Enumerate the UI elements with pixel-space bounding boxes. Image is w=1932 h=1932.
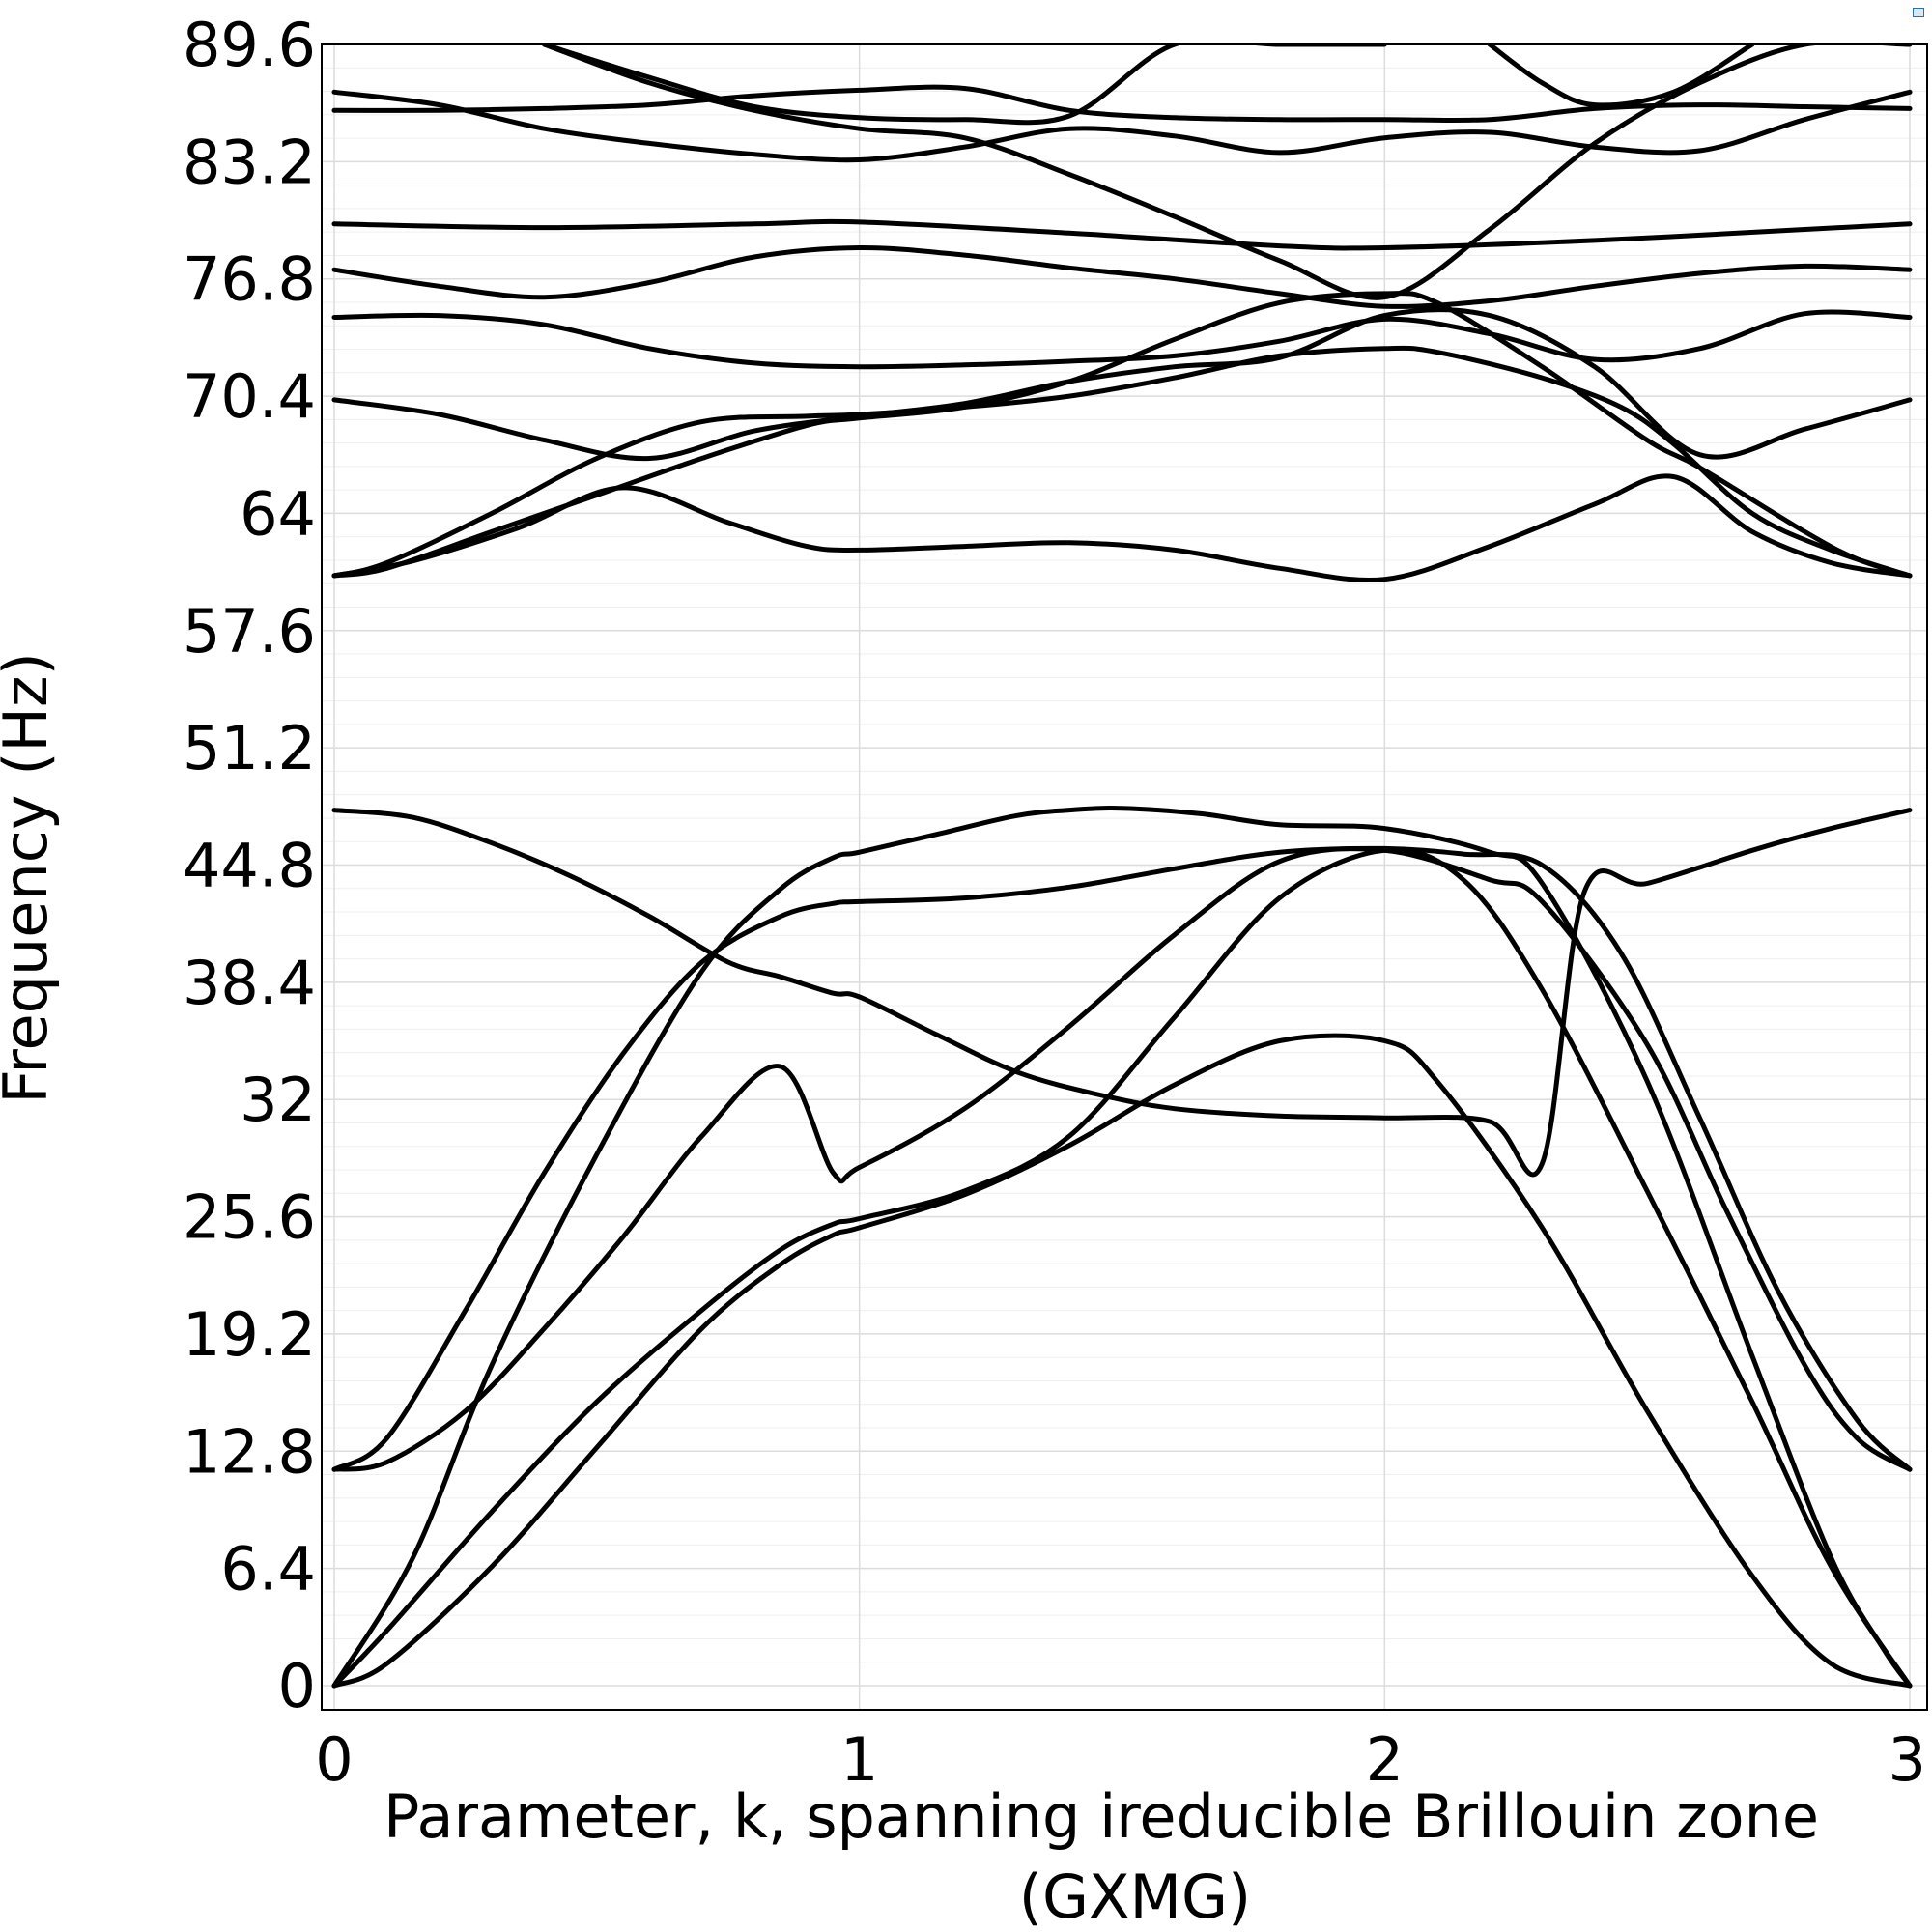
band-curve-10 bbox=[331, 307, 1913, 462]
band-curve-17 bbox=[542, 44, 1387, 126]
y-axis-label: Frequency (Hz) bbox=[0, 652, 61, 1104]
x-tick-label: 1 bbox=[840, 1724, 878, 1795]
y-tick-label: 19.2 bbox=[183, 1299, 316, 1370]
band-curve-13 bbox=[331, 218, 1913, 251]
x-axis-label-line-1: Parameter, k, spanning ireducible Brillo… bbox=[384, 1781, 1819, 1852]
band-curve-18 bbox=[1487, 44, 1755, 108]
y-tick-label: 38.4 bbox=[183, 948, 316, 1018]
x-axis-label-line-2: (GXMG) bbox=[1019, 1861, 1251, 1932]
x-tick-label: 3 bbox=[1889, 1724, 1926, 1795]
x-tick-label: 0 bbox=[315, 1724, 353, 1795]
y-tick-label: 25.6 bbox=[183, 1182, 316, 1253]
band-curve-8 bbox=[331, 345, 1913, 579]
x-tick-label: 2 bbox=[1366, 1724, 1404, 1795]
y-tick-label: 83.2 bbox=[183, 127, 316, 197]
band-curve-12 bbox=[331, 244, 1913, 309]
y-tick-label: 12.8 bbox=[183, 1416, 316, 1487]
y-tick-label: 70.4 bbox=[183, 361, 316, 432]
band-curve-2 bbox=[331, 847, 1913, 1689]
band-curve-1 bbox=[331, 1033, 1913, 1689]
band-curve-9 bbox=[331, 473, 1913, 583]
y-tick-label: 76.8 bbox=[183, 244, 316, 315]
band-curve-15 bbox=[331, 89, 1913, 163]
band-curve-7 bbox=[331, 291, 1913, 579]
y-tick-label: 89.6 bbox=[183, 10, 316, 80]
band-curve-16 bbox=[542, 44, 1913, 300]
band-curve-3 bbox=[331, 806, 1913, 1689]
y-tick-label: 32 bbox=[240, 1065, 316, 1135]
y-tick-label: 64 bbox=[240, 478, 316, 549]
tick-labels: 06.412.819.225.63238.444.851.257.66470.4… bbox=[183, 10, 1926, 1795]
band-curve-6 bbox=[331, 808, 1913, 1178]
y-tick-label: 0 bbox=[278, 1651, 316, 1721]
plot-frame bbox=[321, 43, 1928, 1711]
y-tick-label: 44.8 bbox=[183, 831, 316, 901]
y-tick-label: 57.6 bbox=[183, 596, 316, 667]
band-curve-5 bbox=[331, 845, 1913, 1472]
band-curve-11 bbox=[331, 309, 1913, 370]
window-restore-icon[interactable] bbox=[1913, 8, 1924, 17]
band-curve-4 bbox=[331, 846, 1913, 1472]
y-tick-label: 6.4 bbox=[220, 1534, 316, 1605]
y-tick-label: 51.2 bbox=[183, 713, 316, 783]
dispersion-curves bbox=[331, 44, 1913, 1689]
band-curve-14 bbox=[331, 84, 1913, 124]
